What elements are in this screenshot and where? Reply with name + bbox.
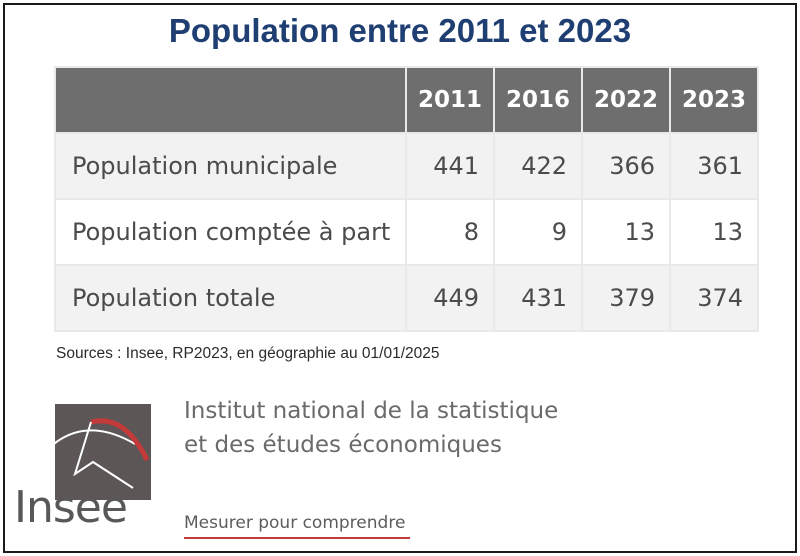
table-header-2022: 2022	[581, 66, 671, 134]
table-cell: 13	[669, 198, 759, 266]
page-title: Population entre 2011 et 2023	[168, 12, 632, 49]
row-label: Population totale	[54, 264, 407, 332]
slogan-underline	[184, 537, 410, 539]
table-header-2011: 2011	[405, 66, 495, 134]
table-cell: 361	[669, 132, 759, 200]
table-row: Population comptée à part 8 9 13 13	[54, 198, 759, 266]
table-cell: 379	[581, 264, 671, 332]
table-cell: 9	[493, 198, 583, 266]
image-frame	[3, 3, 797, 553]
table-header-2016: 2016	[493, 66, 583, 134]
table-cell: 13	[581, 198, 671, 266]
table-header-empty	[54, 66, 407, 134]
table-cell: 441	[405, 132, 495, 200]
table-cell: 422	[493, 132, 583, 200]
insee-logo-icon	[34, 404, 151, 500]
insee-wordmark: Insee	[14, 482, 128, 533]
table-cell: 374	[669, 264, 759, 332]
table-row: Population municipale 441 422 366 361	[54, 132, 759, 200]
table-cell: 8	[405, 198, 495, 266]
table-cell: 366	[581, 132, 671, 200]
population-table: 2011 2016 2022 2023 Population municipal…	[54, 66, 759, 332]
row-label: Population municipale	[54, 132, 407, 200]
table-row: Population totale 449 431 379 374	[54, 264, 759, 332]
table-header-2023: 2023	[669, 66, 759, 134]
slogan: Mesurer pour comprendre	[184, 513, 406, 533]
institute-name-line1: Institut national de la statistique	[184, 398, 559, 424]
sources-note: Sources : Insee, RP2023, en géographie a…	[56, 345, 440, 362]
row-label: Population comptée à part	[54, 198, 407, 266]
table-cell: 431	[493, 264, 583, 332]
table-cell: 449	[405, 264, 495, 332]
table-header-row: 2011 2016 2022 2023	[54, 66, 759, 134]
institute-name-line2: et des études économiques	[184, 432, 502, 458]
